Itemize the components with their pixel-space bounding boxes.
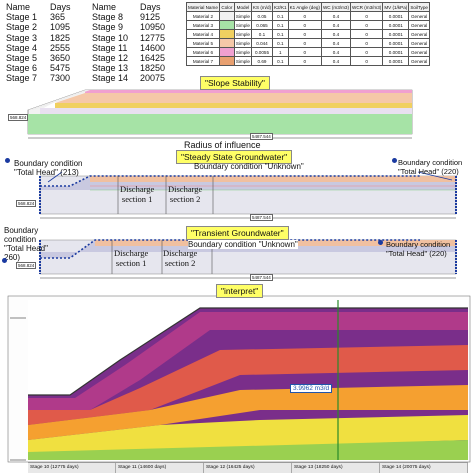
bc-node-marker — [378, 240, 383, 245]
stage-cell: Stage 11 — [92, 42, 128, 53]
material-row[interactable]: Material 6 Simple 0.0055 1 0 0.4 0 0.0001 Genera… — [186, 47, 430, 57]
stage-cell: 365 — [50, 12, 66, 23]
stage-cell: 7300 — [50, 73, 71, 84]
steady-bc-left: Boundary condition "Total Head" (213) — [14, 159, 83, 177]
bc-node-marker — [5, 158, 10, 163]
slope-stability-banner: "Slope Stability" — [200, 76, 270, 90]
bc-node-marker — [392, 158, 397, 163]
transient-dim-bottom: 5487.544 — [250, 274, 273, 281]
slope-dim-bottom: 5487.544 — [250, 133, 273, 140]
material-row[interactable]: Material 7 Simple 0.69 0.1 0 0.4 0 0.0001 Genera… — [186, 56, 430, 66]
stage-tab[interactable]: Stage 13 (18250 days) — [292, 463, 380, 473]
transient-dim-left: 568.824 — [16, 262, 37, 269]
steady-dim-left: 568.824 — [16, 200, 37, 207]
stage-cell: Stage 5 — [6, 53, 38, 64]
stage-row: Stage 4 2555 Stage 11 14600 — [6, 43, 182, 53]
stage-cell: Stage 12 — [92, 53, 129, 64]
steady-state-banner: "Steady State Groundwater" — [176, 150, 293, 164]
stage-cell: 16425 — [140, 53, 166, 64]
material-row[interactable]: Material 4 Simple 0.1 0.1 0 0.4 0 0.0001 General — [186, 29, 430, 39]
material-table: Material Name Color Model KS (m/d) K2/K1 K1 A… — [186, 2, 430, 66]
stage-cell: Stage 7 — [6, 73, 38, 84]
material-cell: 0 — [349, 56, 384, 66]
interpret-contour — [7, 295, 471, 463]
steady-discharge-1: Discharge section 1 — [120, 184, 155, 204]
stage-cell: Stage 1 — [6, 12, 38, 23]
stage-cell: 12775 — [140, 32, 166, 43]
radius-of-influence-label: Radius of influence — [184, 140, 261, 150]
stage-cell: 5475 — [50, 63, 71, 74]
material-cell: 0 — [287, 56, 322, 66]
stage-row: Stage 3 1825 Stage 10 12775 — [6, 33, 182, 43]
stage-cell: 1825 — [50, 32, 71, 43]
interpret-banner: "interpret" — [216, 284, 264, 298]
transient-bc-right: Boundary condition "Total Head" (220) — [386, 240, 451, 258]
material-row[interactable]: Material 3 Simple 0.065 0.1 0 0.4 0 0.0001 Gener… — [186, 20, 430, 30]
stage-cell: 9125 — [140, 12, 161, 23]
stage-tab[interactable]: Stage 11 (14600 days) — [116, 463, 204, 473]
stage-cell: Stage 6 — [6, 63, 38, 74]
stage-cell: Stage 9 — [92, 22, 124, 33]
steady-discharge-2: Discharge section 2 — [168, 184, 203, 204]
material-header-row: Material Name Color Model KS (m/d) K2/K1 K1 A… — [186, 2, 430, 12]
stage-row: Stage 1 365 Stage 8 9125 — [6, 12, 182, 22]
material-cell: General — [408, 56, 430, 66]
stage-cell: Stage 8 — [92, 12, 124, 23]
stage-cell: 18250 — [140, 63, 166, 74]
stage-cell: Stage 10 — [92, 32, 129, 43]
stage-cell: Stage 2 — [6, 22, 38, 33]
stage-cell: 2555 — [50, 42, 71, 53]
material-cell: 0.69 — [250, 56, 274, 66]
stage-header-cell: Name — [92, 2, 117, 12]
flux-label[interactable]: 3.9962 m3/d — [290, 384, 333, 393]
stage-cell: 10950 — [140, 22, 166, 33]
stage-tab-bar: Stage 10 (12775 days) Stage 11 (14600 day… — [28, 462, 468, 473]
transient-bc-left: Boundary condition "Total Head" 260) — [4, 226, 48, 262]
stage-tab[interactable]: Stage 14 (20075 days) — [380, 463, 468, 473]
stage-table-header: Name Days Name Days — [6, 2, 182, 12]
stage-cell: Stage 13 — [92, 63, 129, 74]
stage-row: Stage 6 5475 Stage 13 18250 — [6, 63, 182, 73]
slope-model — [27, 89, 413, 139]
stage-header-cell: Name — [6, 2, 31, 12]
steady-dim-bottom: 5487.544 — [250, 214, 273, 221]
stage-header-cell: Days — [140, 2, 161, 12]
transient-bc-unknown: Boundary condition "Unknown" — [188, 240, 298, 249]
stage-cell: Stage 4 — [6, 42, 38, 53]
material-cell: 0.0001 — [382, 56, 410, 66]
steady-model — [39, 171, 457, 219]
stage-row: Stage 2 1095 Stage 9 10950 — [6, 22, 182, 32]
stage-row: Stage 7 7300 Stage 14 20075 — [6, 73, 182, 83]
transient-banner: "Transient Groundwater" — [186, 226, 289, 240]
slope-dim-left: 568.824 — [8, 114, 29, 121]
stage-cell: Stage 3 — [6, 32, 38, 43]
stage-cell: 1095 — [50, 22, 71, 33]
stage-tab[interactable]: Stage 12 (16425 days) — [204, 463, 292, 473]
stage-table: Name Days Name Days Stage 1 365 Stage 8 9125 Sta… — [6, 2, 182, 84]
stage-cell: 20075 — [140, 73, 166, 84]
stage-row: Stage 5 3650 Stage 12 16425 — [6, 53, 182, 63]
stage-cell: 14600 — [140, 42, 166, 53]
steady-bc-right: Boundary condition "Total Head" (220) — [398, 158, 463, 176]
steady-bc-unknown: Boundary condition "Unknown" — [194, 162, 304, 171]
transient-model — [39, 239, 457, 279]
transient-discharge-2: Discharge section 2 — [163, 248, 198, 268]
stage-cell: Stage 14 — [92, 73, 129, 84]
stage-header-cell: Days — [50, 2, 71, 12]
stage-tab[interactable]: Stage 10 (12775 days) — [28, 463, 116, 473]
bc-node-marker — [2, 258, 7, 263]
transient-discharge-1: Discharge section 1 — [114, 248, 149, 268]
stage-cell: 3650 — [50, 53, 71, 64]
